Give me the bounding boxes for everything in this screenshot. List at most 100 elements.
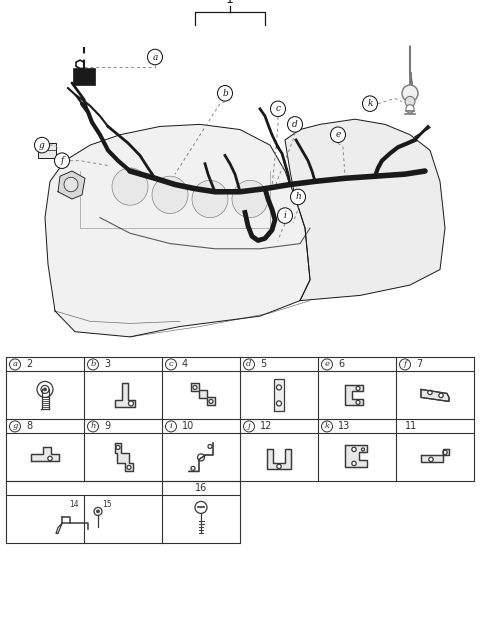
Circle shape [96,510,99,513]
Text: k: k [367,99,373,108]
Circle shape [41,385,49,394]
Circle shape [87,421,98,432]
Circle shape [399,359,410,370]
Circle shape [356,401,360,404]
Text: 16: 16 [195,483,207,493]
Circle shape [439,393,443,398]
Circle shape [288,117,302,132]
Circle shape [10,359,21,370]
Circle shape [322,359,333,370]
Polygon shape [45,124,310,337]
Polygon shape [421,450,449,462]
Circle shape [352,447,356,451]
Polygon shape [285,119,445,300]
Text: i: i [170,422,172,431]
Circle shape [405,97,415,107]
Text: 2: 2 [26,359,32,370]
Circle shape [87,359,98,370]
Circle shape [428,391,432,394]
Text: 11: 11 [405,422,417,431]
Text: 9: 9 [104,422,110,431]
Text: 8: 8 [26,422,32,431]
Text: e: e [324,361,329,368]
Text: f: f [60,156,64,165]
Bar [38,143,56,157]
Text: d: d [292,120,298,129]
Text: c: c [276,104,280,113]
Text: 14: 14 [69,500,79,509]
Circle shape [402,85,418,102]
Text: g: g [12,422,18,431]
Circle shape [276,385,281,390]
Polygon shape [267,450,291,469]
Text: b: b [90,361,96,368]
Circle shape [192,180,228,218]
Circle shape [10,421,21,432]
Circle shape [243,421,254,432]
Circle shape [290,189,305,204]
Circle shape [322,421,333,432]
Circle shape [217,86,232,101]
Bar [73,69,95,85]
Text: h: h [295,192,301,201]
Circle shape [64,177,78,192]
Text: d: d [246,361,252,368]
Circle shape [443,450,447,455]
Circle shape [129,401,133,406]
Circle shape [331,127,346,142]
Circle shape [361,448,364,451]
Circle shape [362,96,377,111]
Text: 13: 13 [338,422,350,431]
Text: 1: 1 [226,0,234,6]
Text: e: e [336,130,341,139]
Text: 5: 5 [260,359,266,370]
Circle shape [352,461,356,465]
Polygon shape [191,384,215,405]
Circle shape [276,401,281,406]
Text: a: a [12,361,17,368]
Circle shape [197,454,204,461]
Circle shape [191,467,195,471]
Text: k: k [324,422,330,431]
Circle shape [127,465,131,469]
Circle shape [147,50,163,65]
Polygon shape [345,445,367,467]
Polygon shape [58,171,85,199]
Text: 3: 3 [104,359,110,370]
Circle shape [35,137,49,153]
Circle shape [44,388,47,391]
Circle shape [116,445,120,450]
Polygon shape [115,443,133,471]
Text: 15: 15 [102,500,112,509]
Text: h: h [90,422,96,431]
Polygon shape [115,384,135,408]
Circle shape [55,153,70,168]
Polygon shape [345,385,363,405]
Circle shape [193,385,197,389]
Polygon shape [31,448,59,462]
Circle shape [277,208,292,224]
Circle shape [271,101,286,117]
Bar [274,380,284,411]
Text: 6: 6 [338,359,344,370]
Circle shape [112,168,148,205]
Circle shape [232,180,268,218]
Text: g: g [39,140,45,150]
Text: j: j [248,422,250,431]
Circle shape [277,464,281,469]
Circle shape [37,382,53,398]
Text: a: a [152,53,158,62]
Circle shape [166,421,177,432]
Polygon shape [421,389,449,401]
Text: 4: 4 [182,359,188,370]
Text: b: b [222,89,228,98]
Text: 10: 10 [182,422,194,431]
Circle shape [406,105,414,113]
Text: 7: 7 [416,359,422,370]
Circle shape [166,359,177,370]
Text: i: i [284,211,287,220]
Circle shape [152,176,188,213]
Circle shape [94,507,102,516]
Circle shape [429,457,433,462]
Circle shape [195,502,207,514]
